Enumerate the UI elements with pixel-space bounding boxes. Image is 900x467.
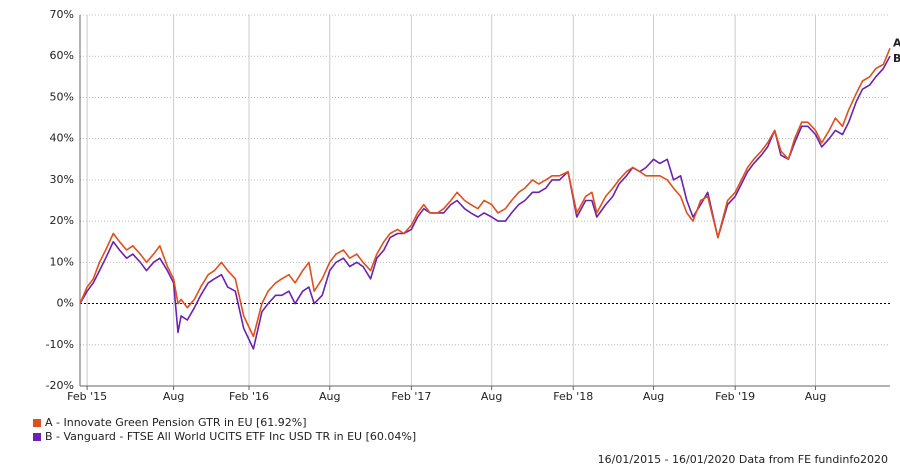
end-label: A <box>893 36 900 49</box>
end-label: B <box>893 52 900 65</box>
x-tick-label: Aug <box>481 390 502 403</box>
y-tick-label: 10% <box>50 255 74 268</box>
x-tick-label: Feb '17 <box>391 390 431 403</box>
y-tick-label: 20% <box>50 214 74 227</box>
y-tick-label: -10% <box>46 338 74 351</box>
legend-swatch <box>33 419 41 427</box>
x-tick-label: Feb '18 <box>553 390 593 403</box>
series-line <box>79 55 891 350</box>
x-tick-label: Feb '15 <box>67 390 107 403</box>
x-tick-label: Feb '16 <box>229 390 269 403</box>
x-tick-label: Aug <box>805 390 826 403</box>
y-tick-label: 60% <box>50 49 74 62</box>
y-tick-label: 30% <box>50 173 74 186</box>
legend-label: B - Vanguard - FTSE All World UCITS ETF … <box>45 430 416 443</box>
legend-swatch <box>33 433 41 441</box>
y-tick-label: 70% <box>50 8 74 21</box>
y-tick-label: 40% <box>50 132 74 145</box>
y-tick-label: -20% <box>46 379 74 392</box>
x-tick-label: Aug <box>319 390 340 403</box>
x-tick-label: Feb '19 <box>715 390 755 403</box>
series-line <box>79 47 891 338</box>
legend-label: A - Innovate Green Pension GTR in EU [61… <box>45 416 307 429</box>
y-tick-label: 50% <box>50 90 74 103</box>
footer: 16/01/2015 - 16/01/2020 Data from FE fun… <box>598 453 888 466</box>
x-tick-label: Aug <box>163 390 184 403</box>
y-tick-label: 0% <box>57 297 74 310</box>
x-tick-label: Aug <box>643 390 664 403</box>
